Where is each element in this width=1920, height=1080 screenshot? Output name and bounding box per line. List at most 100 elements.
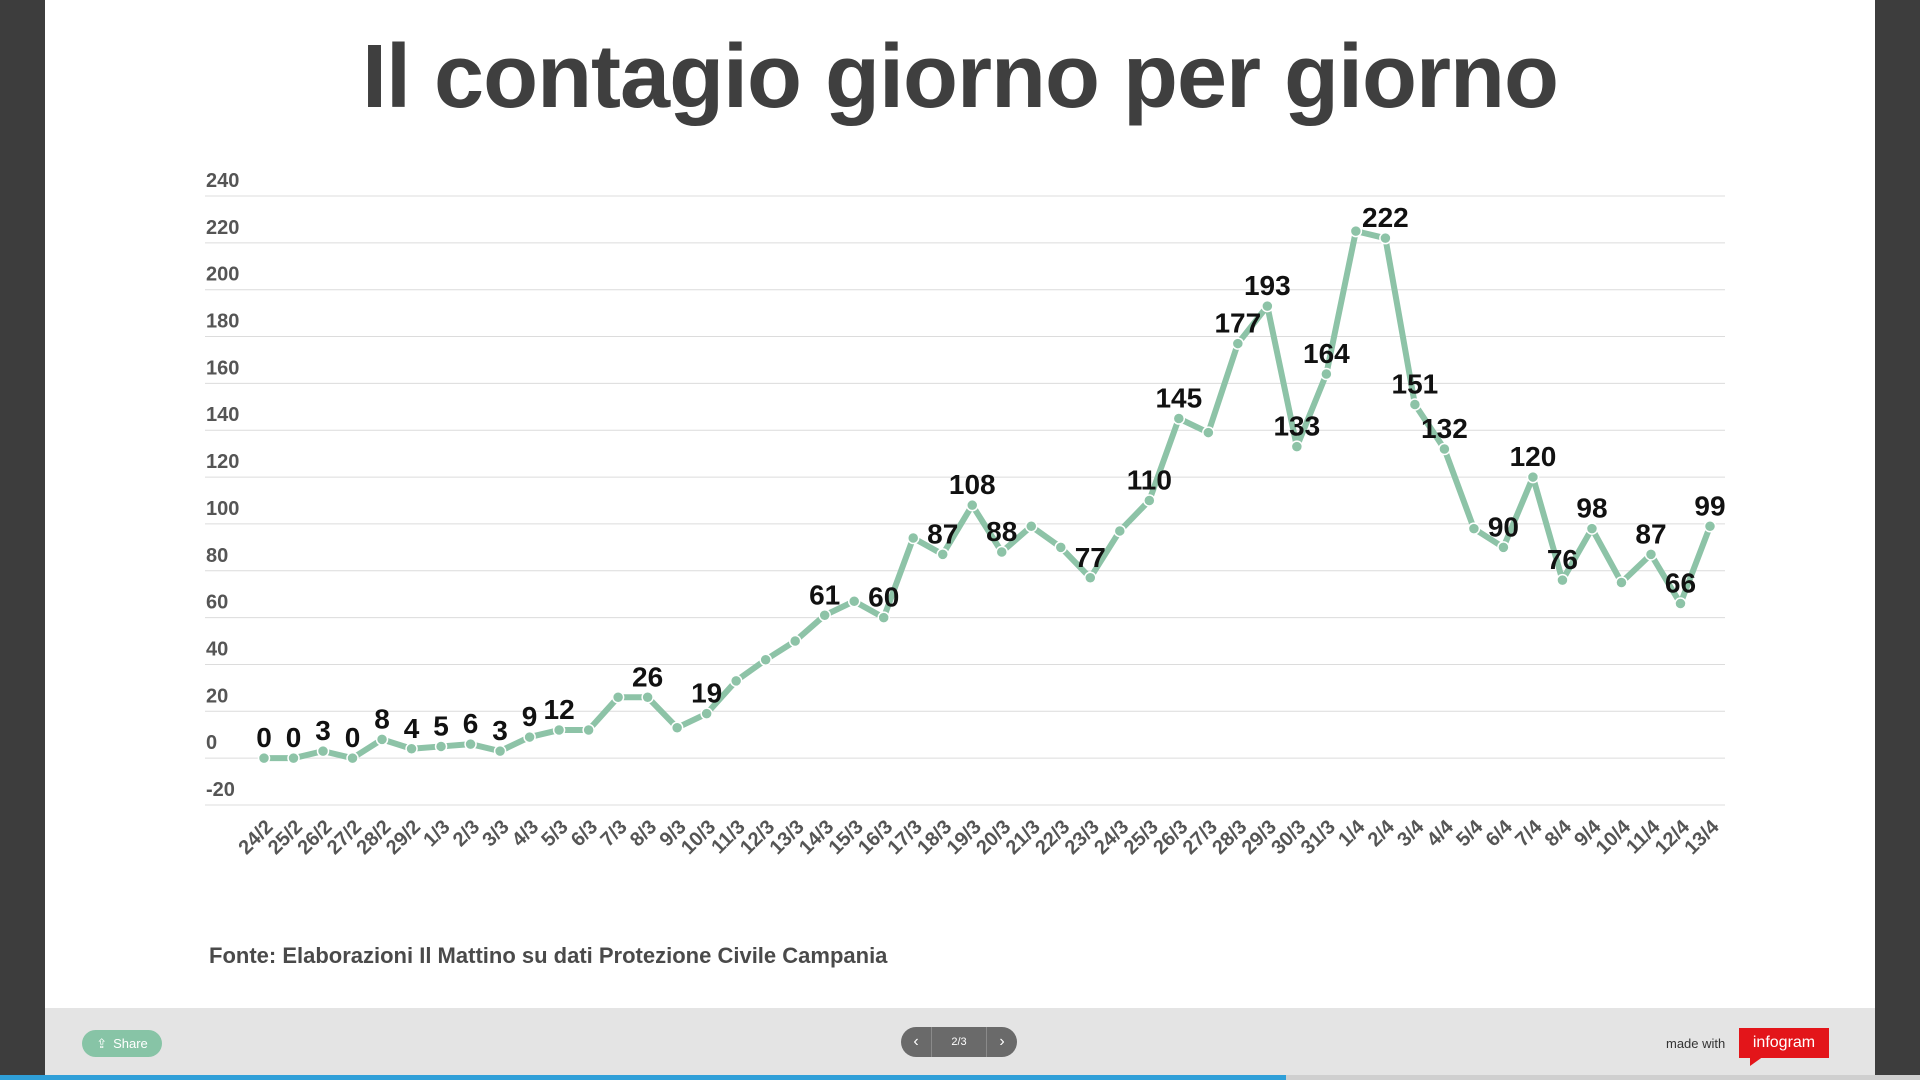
data-point [906, 531, 920, 545]
data-point [1379, 231, 1392, 245]
data-point [1438, 442, 1451, 456]
x-tick-label: 4/3 [508, 816, 543, 851]
data-point [1261, 299, 1274, 313]
data-point [936, 548, 949, 561]
data-label: 9 [522, 701, 538, 732]
data-point [1497, 541, 1510, 554]
data-label: 66 [1665, 568, 1696, 599]
data-point [316, 744, 330, 758]
x-tick-label: 2/4 [1364, 815, 1400, 851]
data-label: 164 [1303, 338, 1350, 369]
y-tick-label: 220 [206, 217, 239, 239]
data-label: 151 [1392, 368, 1439, 399]
data-point [1054, 541, 1068, 554]
data-label: 193 [1244, 270, 1291, 301]
y-tick-label: 100 [206, 498, 239, 520]
data-point [375, 733, 389, 746]
data-point [1172, 412, 1186, 425]
data-label: 3 [315, 715, 331, 746]
data-label: 4 [404, 713, 420, 744]
brand-name: infogram [1752, 1034, 1816, 1051]
data-label: 87 [1635, 518, 1666, 549]
pager: ‹ 2/3 › [901, 1027, 1017, 1057]
data-point [1467, 522, 1481, 535]
data-point [1143, 494, 1156, 507]
data-point [1084, 571, 1097, 585]
data-point [1615, 576, 1628, 589]
chart-title: Il contagio giorno per giorno [362, 27, 1559, 127]
infogram-logo-link[interactable]: infogram [1739, 1028, 1829, 1058]
data-point [611, 691, 625, 704]
data-point [700, 707, 713, 720]
y-tick-label: 240 [206, 170, 239, 192]
prev-page-button[interactable]: ‹ [901, 1027, 931, 1057]
y-tick-label: 140 [206, 404, 239, 426]
data-label: 108 [949, 469, 996, 500]
data-label: 26 [632, 661, 663, 692]
x-tick-label: 29/2 [382, 816, 425, 859]
data-point [965, 498, 979, 512]
data-point [1526, 470, 1540, 484]
x-tick-label: 8/3 [626, 816, 661, 851]
data-label: 145 [1155, 383, 1202, 414]
data-label: 98 [1576, 493, 1607, 524]
data-label: 110 [1127, 465, 1172, 496]
y-tick-label: 160 [206, 357, 239, 379]
data-label: 177 [1214, 308, 1261, 339]
data-label: 90 [1488, 511, 1519, 542]
data-label: 76 [1547, 544, 1578, 575]
data-point [670, 721, 684, 734]
y-tick-label: 20 [206, 685, 228, 707]
data-point [1585, 522, 1599, 535]
chart-card: Il contagio giorno per giorno -20 0 20 40 60… [45, 0, 1875, 1008]
data-point [729, 674, 743, 688]
data-point [1703, 520, 1717, 533]
x-tick-label: 7/3 [596, 816, 631, 851]
data-label: 87 [927, 518, 958, 549]
y-tick-label: 180 [206, 311, 239, 333]
x-tick-label: 13/4 [1680, 815, 1724, 859]
source-note: Fonte: Elaborazioni Il Mattino su dati P… [209, 943, 888, 968]
x-tick-label: 8/4 [1541, 815, 1577, 851]
page-indicator: 2/3 [931, 1027, 987, 1057]
data-label: 12 [544, 694, 575, 725]
chevron-left-icon: ‹ [913, 1033, 919, 1050]
y-tick-label: 200 [206, 264, 239, 286]
data-point [1408, 398, 1422, 411]
data-point [1644, 548, 1658, 561]
data-label: 222 [1362, 202, 1409, 233]
progress-track [0, 1075, 1920, 1080]
x-tick-label: 5/4 [1452, 815, 1488, 851]
data-point [1674, 597, 1687, 610]
data-point [523, 730, 536, 744]
data-point [552, 723, 566, 737]
data-point [287, 751, 300, 765]
share-label: Share [113, 1036, 148, 1051]
data-point [434, 740, 448, 753]
data-point [759, 653, 772, 667]
data-label: 60 [868, 582, 899, 613]
data-label: 0 [286, 722, 302, 753]
data-label: 77 [1075, 542, 1106, 573]
data-label: 88 [986, 516, 1017, 547]
data-label: 19 [691, 678, 722, 709]
x-tick-label: 3/4 [1393, 815, 1429, 851]
data-label: 5 [433, 710, 449, 741]
y-tick-label: 40 [206, 638, 228, 660]
data-label: 6 [463, 708, 479, 739]
data-label: 99 [1694, 490, 1725, 521]
y-tick-label: 60 [206, 592, 228, 614]
x-tick-label: 3/3 [478, 816, 513, 851]
data-point [405, 742, 418, 756]
share-button[interactable]: ⇪ Share [82, 1030, 162, 1057]
data-point [1231, 337, 1245, 350]
data-point [788, 634, 802, 648]
data-label: 132 [1421, 413, 1468, 444]
data-label: 8 [374, 703, 390, 734]
data-label: 61 [809, 579, 840, 610]
next-page-button[interactable]: › [987, 1027, 1017, 1057]
x-tick-label: 5/3 [537, 816, 572, 851]
data-label: 0 [256, 722, 272, 753]
share-icon: ⇪ [96, 1036, 108, 1051]
data-point [1025, 520, 1038, 533]
